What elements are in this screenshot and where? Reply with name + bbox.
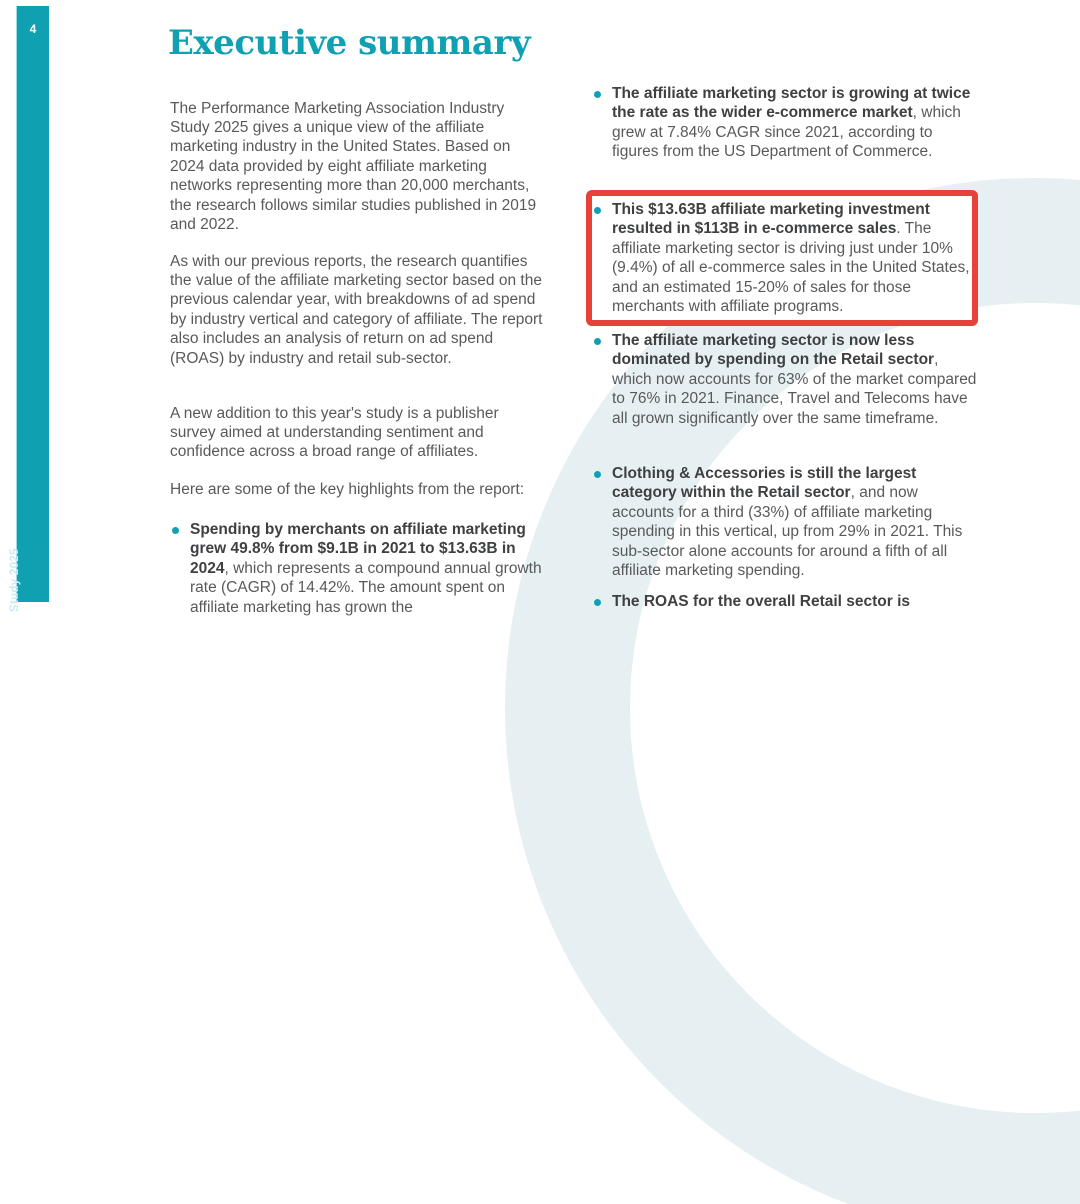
bullet-sector-growth: The affiliate marketing sector is growin… xyxy=(592,84,982,162)
publisher-survey-paragraph: A new addition to this year's study is a… xyxy=(170,404,499,461)
sidebar-bar: 4 xyxy=(16,6,49,602)
bullet-clothing-accessories: Clothing & Accessories is still the larg… xyxy=(592,464,982,580)
intro-paragraph: The Performance Marketing Association In… xyxy=(170,99,537,233)
bullet-dot-icon xyxy=(592,84,612,162)
bullet-dot-icon xyxy=(592,200,612,316)
bullet-text: Spending by merchants on affiliate marke… xyxy=(190,521,542,616)
highlight-annotation-box xyxy=(586,190,978,326)
page-title: Executive summary xyxy=(168,22,531,63)
bullet-text: Clothing & Accessories is still the larg… xyxy=(612,465,963,580)
bullet-retail-dominance: The affiliate marketing sector is now le… xyxy=(592,331,982,428)
bullet-dot-icon xyxy=(592,464,612,580)
bullet-spending-growth: Spending by merchants on affiliate marke… xyxy=(170,520,544,617)
bullet-text: This $13.63B affiliate marketing investm… xyxy=(612,201,970,316)
highlights-lead-in: Here are some of the key highlights from… xyxy=(170,480,525,498)
methodology-paragraph: As with our previous reports, the resear… xyxy=(170,252,543,367)
bullet-text: The affiliate marketing sector is growin… xyxy=(612,85,971,161)
sidebar-vertical-label: Study 2025 xyxy=(9,548,21,612)
bullet-text: The affiliate marketing sector is now le… xyxy=(612,332,977,427)
bullet-dot-icon xyxy=(170,520,190,617)
page-number: 4 xyxy=(29,22,37,36)
bullet-dot-icon xyxy=(592,331,612,428)
bullet-investment-sales-highlighted: This $13.63B affiliate marketing investm… xyxy=(592,200,982,316)
